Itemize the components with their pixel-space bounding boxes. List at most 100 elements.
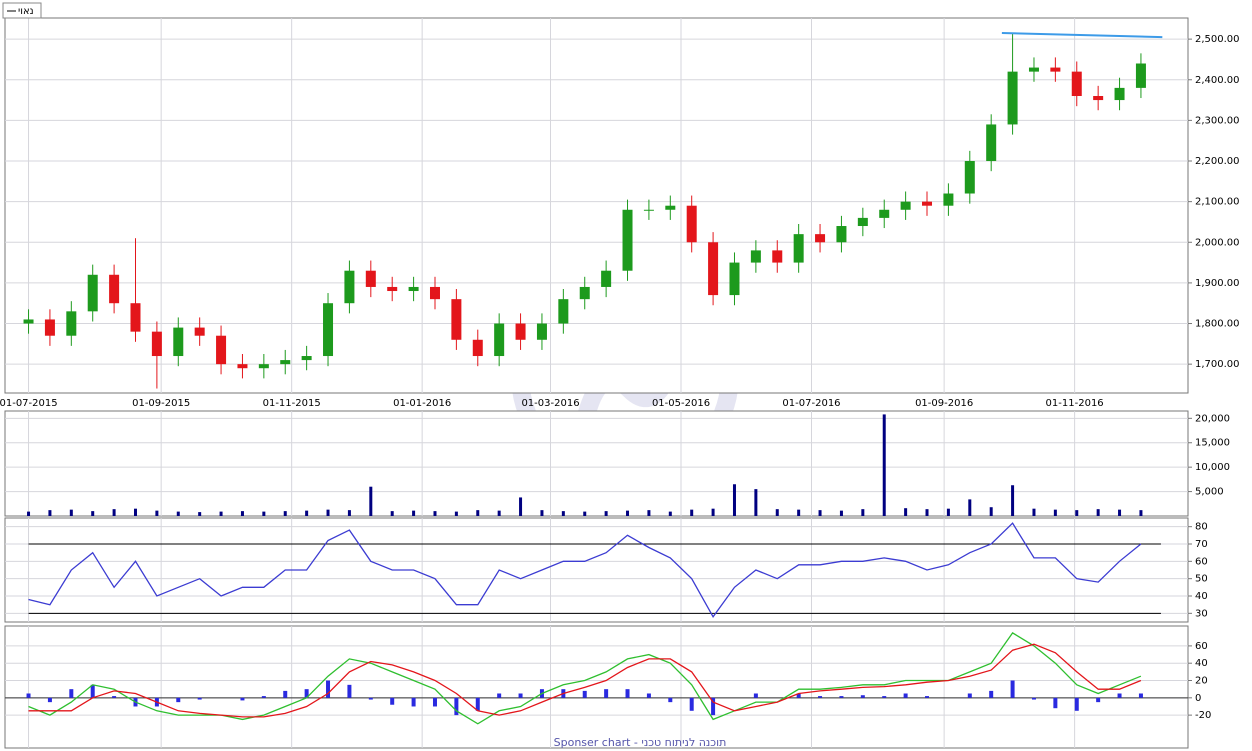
- histogram-bar: [818, 696, 823, 698]
- histogram-bar: [69, 689, 74, 698]
- histogram-bar: [390, 697, 395, 705]
- volume-bar: [561, 511, 565, 516]
- volume-bar: [133, 508, 137, 516]
- volume-bar: [1053, 509, 1057, 516]
- histogram-bar: [1053, 697, 1058, 709]
- volume-bar: [839, 510, 843, 516]
- x-tick-label: 01-07-2016: [782, 398, 840, 409]
- y-tick-label: 10,000: [1195, 462, 1230, 473]
- volume-bar: [27, 511, 31, 516]
- y-tick-label: 30: [1195, 608, 1208, 619]
- volume-bar: [540, 510, 544, 516]
- histogram-bar: [989, 690, 994, 698]
- candle-body: [879, 209, 890, 218]
- histogram-bar: [240, 697, 245, 701]
- y-tick-label: 1,700.00: [1195, 359, 1240, 370]
- candle-body: [1135, 63, 1146, 88]
- candle-body: [151, 331, 162, 357]
- histogram-bar: [1138, 693, 1143, 698]
- candle-body: [1050, 67, 1061, 72]
- volume-bar: [882, 414, 886, 516]
- footer: Sponser chart - תוכנה לניתוח טכני: [554, 736, 727, 749]
- candle-body: [515, 323, 526, 340]
- histogram-bar: [625, 689, 630, 698]
- candle-body: [536, 323, 547, 340]
- volume-bar: [668, 511, 672, 516]
- x-tick-label: 01-11-2016: [1046, 398, 1104, 409]
- y-tick-label: 2,100.00: [1195, 197, 1240, 208]
- histogram-bar: [839, 696, 844, 698]
- volume-bar: [240, 511, 244, 516]
- y-tick-label: 80: [1195, 522, 1208, 533]
- candle-body: [900, 201, 911, 210]
- panel-frame: [4, 517, 1189, 623]
- candle-body: [494, 323, 505, 357]
- histogram-bar: [582, 690, 587, 698]
- candle-body: [986, 124, 997, 162]
- histogram-bar: [604, 689, 609, 698]
- candle-body: [323, 303, 334, 357]
- candle-body: [130, 303, 141, 332]
- volume-bar: [91, 511, 95, 516]
- y-tick-label: 60: [1195, 641, 1208, 652]
- histogram-bar: [753, 693, 758, 698]
- volume-bar: [198, 512, 202, 516]
- histogram-bar: [90, 684, 95, 698]
- histogram-bar: [454, 697, 459, 716]
- histogram-bar: [326, 680, 331, 698]
- volume-bar: [176, 511, 180, 516]
- candle-body: [472, 339, 483, 357]
- series-line: [28, 522, 1142, 619]
- x-tick-label: 01-03-2016: [521, 398, 579, 409]
- candle-body: [387, 286, 398, 292]
- y-tick-label: 2,400.00: [1195, 75, 1240, 86]
- candle-body: [1071, 71, 1082, 97]
- trendline: [1001, 32, 1163, 39]
- y-tick-label: 40: [1195, 658, 1208, 669]
- x-tick-label: 01-07-2015: [0, 398, 58, 409]
- volume-bar: [946, 508, 950, 516]
- volume-bar: [732, 484, 736, 516]
- histogram-bar: [518, 693, 523, 698]
- volume-bar: [69, 509, 73, 516]
- y-tick-label: 70: [1195, 539, 1208, 550]
- y-tick-label: 1,900.00: [1195, 278, 1240, 289]
- volume-bar: [219, 511, 223, 516]
- histogram-bar: [261, 696, 266, 698]
- candle-body: [793, 234, 804, 263]
- candle-body: [922, 201, 933, 206]
- legend-label: נאוי: [18, 6, 34, 17]
- y-tick-label: 2,300.00: [1195, 115, 1240, 126]
- histogram-bar: [1117, 693, 1122, 698]
- candle-body: [365, 270, 376, 287]
- panels: 01-07-2015 01-09-2015 01-11-2015 01-01-2016…: [0, 17, 1240, 749]
- volume-bar: [968, 499, 972, 516]
- panel-frame: [4, 410, 1189, 517]
- candle-body: [237, 364, 248, 369]
- candle-body: [280, 360, 291, 365]
- candle-body: [1007, 71, 1018, 125]
- y-tick-label: -20: [1195, 710, 1211, 721]
- histogram-bar: [347, 684, 352, 698]
- volume-bar: [1118, 509, 1122, 516]
- volume-bar: [754, 489, 758, 516]
- histogram-bar: [176, 697, 181, 703]
- x-tick-label: 01-09-2015: [132, 398, 190, 409]
- candle-body: [772, 250, 783, 263]
- volume-bar: [626, 510, 630, 516]
- y-tick-label: 2,200.00: [1195, 156, 1240, 167]
- volume-bar: [690, 509, 694, 516]
- candle-body: [815, 234, 826, 243]
- candle-body: [665, 205, 676, 210]
- histogram-bar: [1096, 697, 1101, 703]
- candle-body: [643, 209, 654, 211]
- histogram-bar: [711, 697, 716, 716]
- y-tick-label: 60: [1195, 556, 1208, 567]
- volume-bar: [861, 509, 865, 516]
- candle-body: [109, 274, 120, 304]
- y-tick-label: 20: [1195, 676, 1208, 687]
- candle-body: [964, 161, 975, 194]
- volume-bar: [904, 508, 908, 516]
- volume-bar: [1032, 508, 1036, 516]
